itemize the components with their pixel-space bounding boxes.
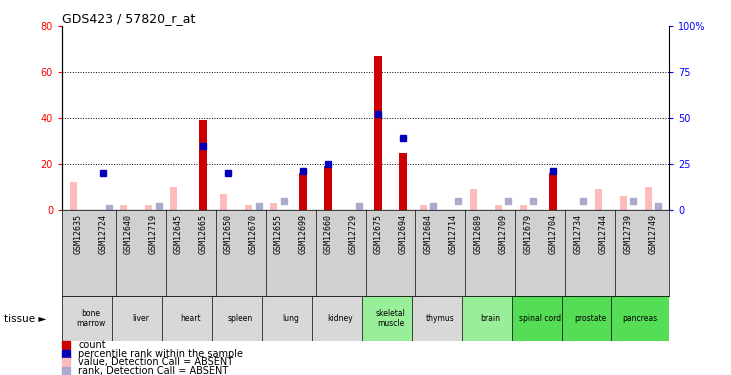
Bar bbox=[246, 206, 252, 210]
Bar bbox=[412, 296, 469, 341]
Text: GSM12640: GSM12640 bbox=[124, 214, 133, 254]
Text: GDS423 / 57820_r_at: GDS423 / 57820_r_at bbox=[62, 12, 195, 25]
Text: count: count bbox=[78, 340, 106, 351]
Text: value, Detection Call = ABSENT: value, Detection Call = ABSENT bbox=[78, 357, 233, 368]
Text: GSM12749: GSM12749 bbox=[648, 214, 657, 254]
Text: percentile rank within the sample: percentile rank within the sample bbox=[78, 349, 243, 359]
Bar bbox=[512, 296, 569, 341]
Text: brain: brain bbox=[480, 314, 500, 323]
Bar bbox=[145, 206, 152, 210]
Text: spinal cord: spinal cord bbox=[519, 314, 561, 323]
Text: GSM12635: GSM12635 bbox=[74, 214, 83, 254]
Text: GSM12709: GSM12709 bbox=[499, 214, 507, 254]
Bar bbox=[462, 296, 519, 341]
Bar bbox=[420, 206, 427, 210]
Text: GSM12645: GSM12645 bbox=[174, 214, 183, 254]
Bar bbox=[611, 296, 669, 341]
Bar bbox=[374, 56, 382, 210]
Bar bbox=[362, 296, 419, 341]
Text: GSM12694: GSM12694 bbox=[398, 214, 407, 254]
Text: GSM12679: GSM12679 bbox=[523, 214, 532, 254]
Text: tissue ►: tissue ► bbox=[4, 314, 46, 324]
Text: thymus: thymus bbox=[426, 314, 455, 323]
Text: GSM12719: GSM12719 bbox=[149, 214, 158, 254]
Text: GSM12739: GSM12739 bbox=[623, 214, 632, 254]
Text: GSM12675: GSM12675 bbox=[374, 214, 382, 254]
Bar bbox=[595, 189, 602, 210]
Bar bbox=[121, 206, 127, 210]
Text: GSM12655: GSM12655 bbox=[273, 214, 283, 254]
Text: rank, Detection Call = ABSENT: rank, Detection Call = ABSENT bbox=[78, 366, 229, 375]
Bar bbox=[62, 296, 120, 341]
Text: skeletal
muscle: skeletal muscle bbox=[376, 309, 406, 328]
Bar bbox=[212, 296, 269, 341]
Text: spleen: spleen bbox=[228, 314, 253, 323]
Bar bbox=[324, 166, 332, 210]
Bar bbox=[270, 203, 277, 210]
Bar bbox=[112, 296, 170, 341]
Bar bbox=[200, 120, 207, 210]
Text: GSM12670: GSM12670 bbox=[249, 214, 257, 254]
Text: GSM12744: GSM12744 bbox=[598, 214, 607, 254]
Bar bbox=[520, 206, 526, 210]
Text: GSM12724: GSM12724 bbox=[99, 214, 108, 254]
Text: heart: heart bbox=[181, 314, 201, 323]
Text: GSM12689: GSM12689 bbox=[474, 214, 482, 254]
Bar bbox=[645, 187, 651, 210]
Bar bbox=[299, 173, 307, 210]
Text: GSM12660: GSM12660 bbox=[324, 214, 333, 254]
Text: GSM12729: GSM12729 bbox=[349, 214, 357, 254]
Bar bbox=[170, 187, 177, 210]
Bar bbox=[162, 296, 219, 341]
Text: liver: liver bbox=[132, 314, 149, 323]
Text: lung: lung bbox=[282, 314, 299, 323]
Text: bone
marrow: bone marrow bbox=[76, 309, 105, 328]
Bar bbox=[495, 206, 501, 210]
Text: pancreas: pancreas bbox=[623, 314, 658, 323]
Text: GSM12650: GSM12650 bbox=[224, 214, 232, 254]
Bar bbox=[70, 183, 77, 210]
Text: kidney: kidney bbox=[327, 314, 353, 323]
Text: GSM12734: GSM12734 bbox=[573, 214, 582, 254]
Bar bbox=[549, 173, 557, 210]
Text: GSM12704: GSM12704 bbox=[548, 214, 557, 254]
Bar bbox=[620, 196, 626, 210]
Text: GSM12699: GSM12699 bbox=[298, 214, 308, 254]
Bar bbox=[399, 153, 407, 210]
Bar bbox=[470, 189, 477, 210]
Bar bbox=[220, 194, 227, 210]
Text: GSM12684: GSM12684 bbox=[423, 214, 433, 254]
Bar bbox=[561, 296, 619, 341]
Text: GSM12665: GSM12665 bbox=[199, 214, 208, 254]
Bar bbox=[312, 296, 369, 341]
Text: prostate: prostate bbox=[574, 314, 606, 323]
Text: GSM12714: GSM12714 bbox=[448, 214, 458, 254]
Bar bbox=[262, 296, 319, 341]
